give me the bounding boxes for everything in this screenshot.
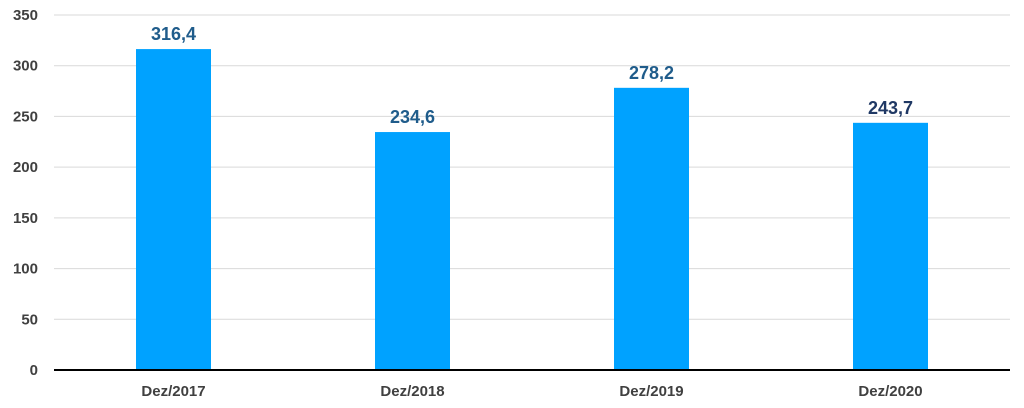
y-tick-label: 100	[13, 261, 38, 278]
bar	[136, 49, 211, 370]
y-tick-label: 250	[13, 108, 38, 125]
bar	[853, 122, 928, 370]
x-category-label: Dez/2018	[380, 383, 444, 400]
x-category-label: Dez/2020	[858, 383, 922, 400]
bar-value-label: 234,6	[390, 107, 435, 127]
x-category-label: Dez/2017	[141, 383, 205, 400]
y-tick-label: 50	[21, 311, 38, 328]
bar-value-label: 243,7	[868, 98, 913, 118]
x-axis-categories: Dez/2017 Dez/2018 Dez/2019 Dez/2020	[141, 383, 922, 400]
gridlines	[54, 14, 1010, 320]
y-tick-label: 150	[13, 210, 38, 227]
y-axis-ticks: 0 50 100 150 200 250 300 350	[13, 7, 38, 379]
bar	[614, 87, 689, 370]
y-tick-label: 300	[13, 58, 38, 75]
bar	[375, 132, 450, 370]
y-tick-label: 0	[30, 362, 38, 379]
x-category-label: Dez/2019	[619, 383, 683, 400]
bars	[136, 49, 928, 370]
y-tick-label: 350	[13, 7, 38, 24]
data-labels: 316,4 234,6 278,2 243,7	[151, 24, 913, 127]
y-tick-label: 200	[13, 159, 38, 176]
bar-value-label: 316,4	[151, 24, 196, 44]
bar-value-label: 278,2	[629, 63, 674, 83]
